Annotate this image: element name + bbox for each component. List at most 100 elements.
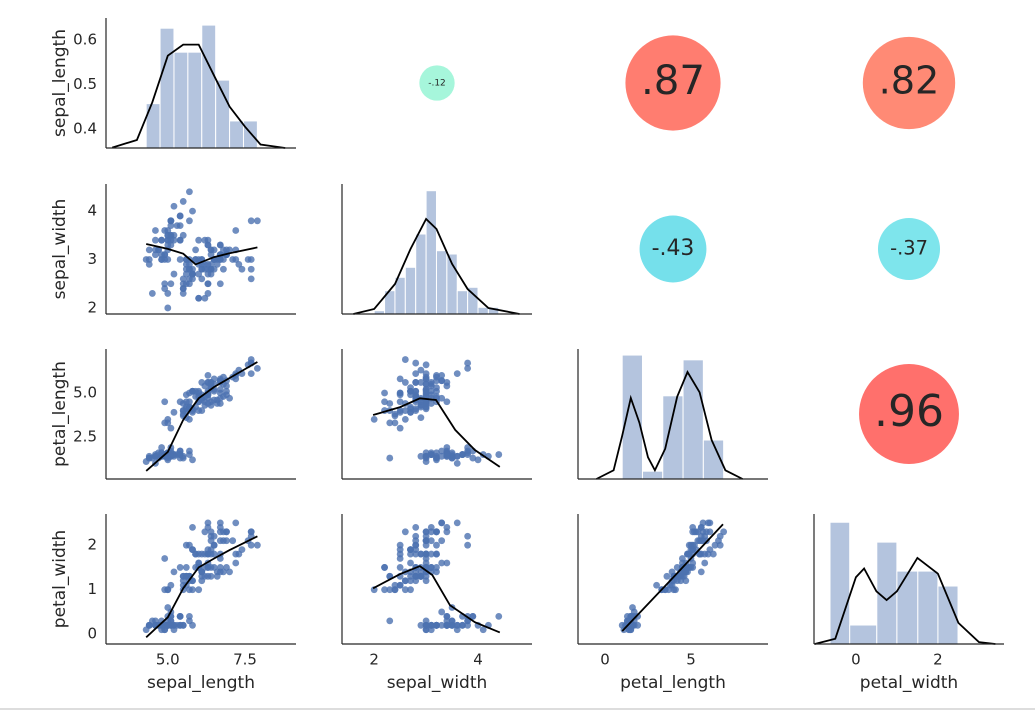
scatter-point xyxy=(216,241,224,249)
scatter-point xyxy=(412,523,420,531)
scatter-point xyxy=(253,217,261,225)
scatter-point xyxy=(189,207,196,215)
scatter-point xyxy=(694,528,702,536)
scatter-point xyxy=(247,370,255,378)
scatter-point xyxy=(219,246,227,254)
scatter-point xyxy=(396,375,404,383)
scatter-point xyxy=(235,260,243,268)
scatter-point xyxy=(216,256,224,263)
hist-bar xyxy=(229,120,244,149)
scatter-point xyxy=(232,227,240,234)
scatter-point xyxy=(422,387,430,395)
scatter-point xyxy=(170,568,178,576)
scatter-point xyxy=(176,612,184,620)
scatter-point xyxy=(179,275,187,283)
scatter-point xyxy=(167,222,175,230)
scatter-point xyxy=(407,572,414,580)
scatter-point xyxy=(179,198,187,205)
scatter-point xyxy=(170,231,178,239)
scatter-point xyxy=(443,451,451,458)
scatter-point xyxy=(407,559,414,567)
scatter-point xyxy=(207,251,215,259)
scatter-point xyxy=(716,541,724,549)
scatter-point xyxy=(173,222,181,230)
scatter-point xyxy=(192,256,199,263)
scatter-point xyxy=(427,387,435,395)
scatter-point xyxy=(179,231,187,239)
scatter-point xyxy=(152,251,159,259)
scatter-point xyxy=(438,537,446,545)
scatter-point xyxy=(161,555,169,562)
scatter-point xyxy=(201,528,209,536)
scatter-point xyxy=(192,550,199,558)
scatter-point xyxy=(223,382,230,390)
scatter-point xyxy=(386,419,394,427)
scatter-point xyxy=(164,290,172,297)
scatter-point xyxy=(176,236,184,244)
scatter-point xyxy=(247,275,255,283)
scatter-point xyxy=(247,265,255,273)
scatter-point xyxy=(464,621,472,629)
x-tick-label: 2 xyxy=(933,651,943,669)
scatter-point xyxy=(386,454,394,462)
scatter-point xyxy=(161,398,169,406)
y-tick-label: 3 xyxy=(87,250,97,268)
scatter-point xyxy=(711,541,719,549)
scatter-point xyxy=(422,361,430,369)
scatter-point xyxy=(164,604,172,611)
scatter-point xyxy=(204,260,212,268)
scatter-point xyxy=(412,370,420,378)
scatter-point xyxy=(223,537,230,545)
x-axis-label: sepal_width xyxy=(387,673,488,693)
fit-line xyxy=(146,243,258,266)
scatter-point xyxy=(204,371,212,379)
scatter-point xyxy=(433,541,440,549)
scatter-point xyxy=(192,246,199,254)
scatter-point xyxy=(682,577,690,585)
scatter-point xyxy=(152,227,159,234)
scatter-point xyxy=(145,256,153,263)
x-tick-label: 2 xyxy=(369,651,379,669)
y-tick-label: 2 xyxy=(87,536,97,554)
scatter-point xyxy=(198,407,206,414)
scatter-point xyxy=(433,393,440,400)
scatter-point xyxy=(232,550,240,558)
scatter-point xyxy=(189,270,196,278)
y-tick-label: 4 xyxy=(87,202,97,220)
hist-bar xyxy=(849,624,878,645)
scatter-point xyxy=(186,405,193,413)
scatter-point xyxy=(391,412,399,420)
scatter-point xyxy=(438,559,446,567)
scatter-point xyxy=(706,519,714,527)
scatter-point xyxy=(433,621,440,629)
scatter-point xyxy=(232,256,240,263)
scatter-point xyxy=(232,519,240,527)
correlation-label: -.37 xyxy=(890,237,928,260)
scatter-point xyxy=(201,401,209,409)
scatter-point xyxy=(204,265,212,273)
fit-line xyxy=(145,535,258,638)
scatter-point xyxy=(438,371,446,379)
scatter-point xyxy=(433,373,440,381)
scatter-point xyxy=(412,405,420,413)
scatter-point xyxy=(204,270,212,278)
correlation-circle xyxy=(625,35,721,131)
scatter-point xyxy=(386,617,394,625)
scatter-point xyxy=(703,528,710,536)
scatter-point xyxy=(204,546,212,554)
x-axis-label: petal_length xyxy=(620,673,726,693)
scatter-point xyxy=(164,419,172,427)
scatter-point xyxy=(443,612,451,620)
scatter-point xyxy=(474,456,482,464)
scatter-point xyxy=(145,246,153,254)
correlation-label: -.12 xyxy=(428,79,446,89)
scatter-point xyxy=(443,559,451,567)
scatter-point xyxy=(678,555,686,562)
correlation-label: -.43 xyxy=(652,236,695,261)
scatter-point xyxy=(207,532,215,540)
scatter-point xyxy=(238,265,246,273)
scatter-point xyxy=(189,265,196,273)
scatter-point xyxy=(412,359,420,367)
scatter-point xyxy=(443,528,451,536)
